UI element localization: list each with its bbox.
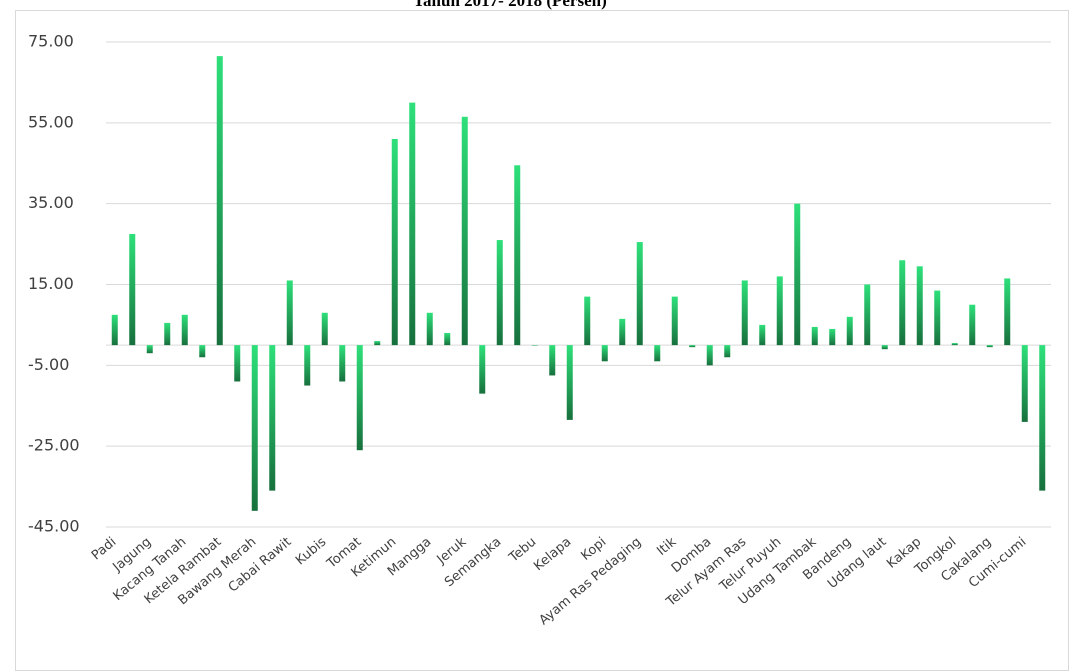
y-tick-label: 35.00 bbox=[28, 193, 74, 212]
chart-frame bbox=[15, 10, 1069, 671]
bar bbox=[619, 318, 626, 346]
bar bbox=[601, 345, 608, 362]
bar bbox=[899, 260, 906, 346]
bar bbox=[339, 345, 346, 382]
bar bbox=[286, 280, 293, 346]
bar bbox=[881, 345, 888, 350]
bar bbox=[514, 165, 521, 346]
bar bbox=[549, 345, 556, 376]
bar bbox=[234, 345, 241, 382]
bar bbox=[444, 333, 451, 346]
bar bbox=[566, 345, 573, 420]
bar bbox=[129, 233, 136, 346]
bar bbox=[916, 266, 923, 346]
bar bbox=[181, 314, 188, 346]
bar bbox=[461, 116, 468, 346]
bar bbox=[1039, 345, 1046, 491]
bar bbox=[374, 341, 381, 346]
bar bbox=[269, 345, 276, 491]
bar bbox=[689, 345, 696, 348]
bar bbox=[794, 203, 801, 346]
bar bbox=[951, 343, 958, 346]
bar bbox=[304, 345, 311, 386]
bar bbox=[934, 290, 941, 346]
y-tick-label: 15.00 bbox=[28, 274, 74, 293]
y-tick-label: -25.00 bbox=[28, 436, 80, 455]
bar bbox=[1004, 278, 1011, 346]
bar bbox=[111, 314, 118, 346]
bar bbox=[846, 316, 853, 346]
bar bbox=[146, 345, 153, 354]
bar bbox=[496, 240, 503, 346]
bar bbox=[759, 324, 766, 346]
bar bbox=[251, 345, 258, 511]
bar bbox=[1021, 345, 1028, 422]
bar bbox=[829, 328, 836, 346]
bar bbox=[706, 345, 713, 366]
bar bbox=[199, 345, 206, 358]
y-tick-label: 55.00 bbox=[28, 112, 74, 131]
y-tick-label: -5.00 bbox=[28, 355, 69, 374]
bar bbox=[321, 312, 328, 346]
bar bbox=[356, 345, 363, 451]
bar bbox=[776, 276, 783, 346]
chart-title: Tahun 2017- 2018 (Persen) bbox=[413, 0, 606, 10]
bar bbox=[811, 326, 818, 346]
bar bbox=[986, 345, 993, 348]
bar bbox=[426, 312, 433, 346]
bar bbox=[584, 296, 591, 346]
bar bbox=[531, 345, 538, 346]
bar bbox=[391, 139, 398, 346]
bar bbox=[409, 102, 416, 346]
bar bbox=[724, 345, 731, 358]
bar bbox=[864, 284, 871, 346]
y-tick-label: 75.00 bbox=[28, 32, 74, 51]
bar bbox=[654, 345, 661, 362]
bar bbox=[741, 280, 748, 346]
bar bbox=[216, 56, 223, 346]
bar bbox=[479, 345, 486, 394]
bar bbox=[671, 296, 678, 346]
bar bbox=[969, 304, 976, 346]
y-tick-label: -45.00 bbox=[28, 517, 80, 536]
bar bbox=[164, 322, 171, 346]
bar bbox=[636, 242, 643, 346]
